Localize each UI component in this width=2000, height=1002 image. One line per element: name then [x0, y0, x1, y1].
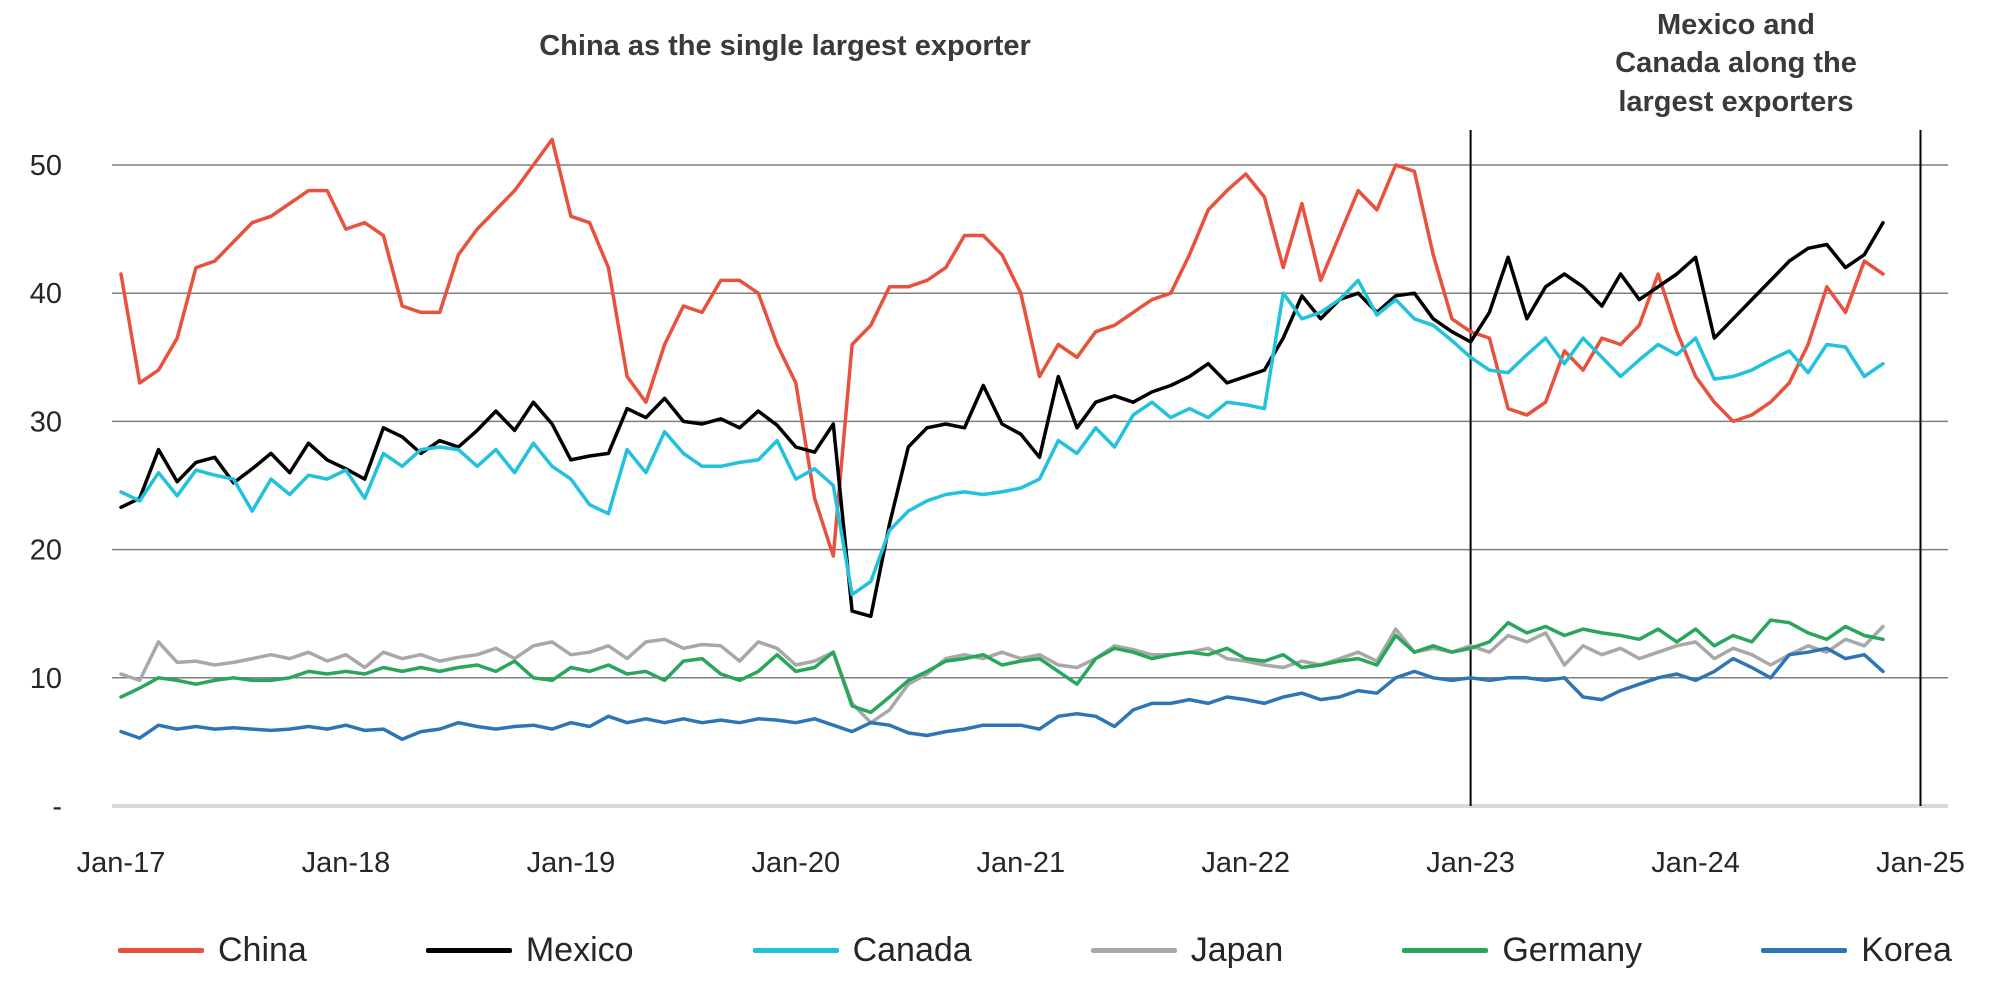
legend-item-japan: Japan	[1090, 930, 1284, 970]
legend-item-mexico: Mexico	[425, 930, 634, 970]
series-line-china	[119, 137, 1885, 558]
series-line-mexico	[119, 220, 1885, 619]
x-axis-tick-label: Jan-23	[1426, 847, 1515, 879]
x-axis-tick-label: Jan-22	[1201, 847, 1290, 879]
y-axis-tick-label: 30	[30, 406, 62, 438]
annotation-line-1: Mexico and	[1657, 9, 1815, 41]
y-axis-tick-label: -	[52, 791, 62, 823]
series-line-germany	[119, 618, 1885, 715]
series-line-japan	[119, 624, 1885, 725]
legend-item-china: China	[118, 931, 307, 970]
series-line-korea	[119, 646, 1885, 742]
legend-item-germany: Germany	[1402, 931, 1642, 970]
x-axis-tick-label: Jan-24	[1651, 847, 1740, 879]
legend-label-japan: Japan	[1190, 930, 1284, 969]
annotation-line-2: Canada along the	[1615, 47, 1857, 80]
x-axis-tick-label: Jan-17	[77, 847, 166, 879]
legend-swatch-china	[118, 947, 204, 953]
x-axis-tick-label: Jan-20	[751, 847, 840, 879]
chart-annotation-mexico-canada: Mexico and Canada along the largest expo…	[1615, 6, 1857, 121]
legend-item-korea: Korea	[1761, 931, 1952, 970]
legend-swatch-canada	[752, 947, 839, 953]
legend-label-canada: Canada	[852, 930, 972, 969]
x-axis-tick-label: Jan-19	[527, 847, 616, 879]
legend-label-mexico: Mexico	[525, 930, 634, 969]
chart-annotation-china: China as the single largest exporter	[539, 30, 1031, 62]
annotation-line-3: largest exporters	[1618, 85, 1854, 118]
legend-swatch-japan	[1090, 947, 1177, 953]
legend-swatch-korea	[1761, 947, 1848, 953]
legend-item-canada: Canada	[752, 930, 972, 970]
y-axis-tick-label: 50	[30, 150, 62, 182]
legend: China Mexico Canada Japan Germany Korea	[118, 918, 1952, 982]
x-axis-tick-label: Jan-25	[1876, 847, 1965, 879]
y-axis-tick-label: 20	[30, 535, 62, 567]
series-line-canada	[119, 278, 1885, 597]
x-axis-tick-label: Jan-21	[976, 847, 1065, 879]
legend-label-korea: Korea	[1861, 930, 1952, 969]
x-axis-tick-label: Jan-18	[302, 847, 391, 879]
legend-label-china: China	[218, 930, 307, 969]
y-axis-tick-label: 40	[30, 278, 62, 310]
y-axis-tick-label: 10	[30, 663, 62, 695]
legend-swatch-germany	[1402, 947, 1489, 953]
legend-swatch-mexico	[425, 947, 512, 953]
legend-label-germany: Germany	[1502, 930, 1643, 969]
